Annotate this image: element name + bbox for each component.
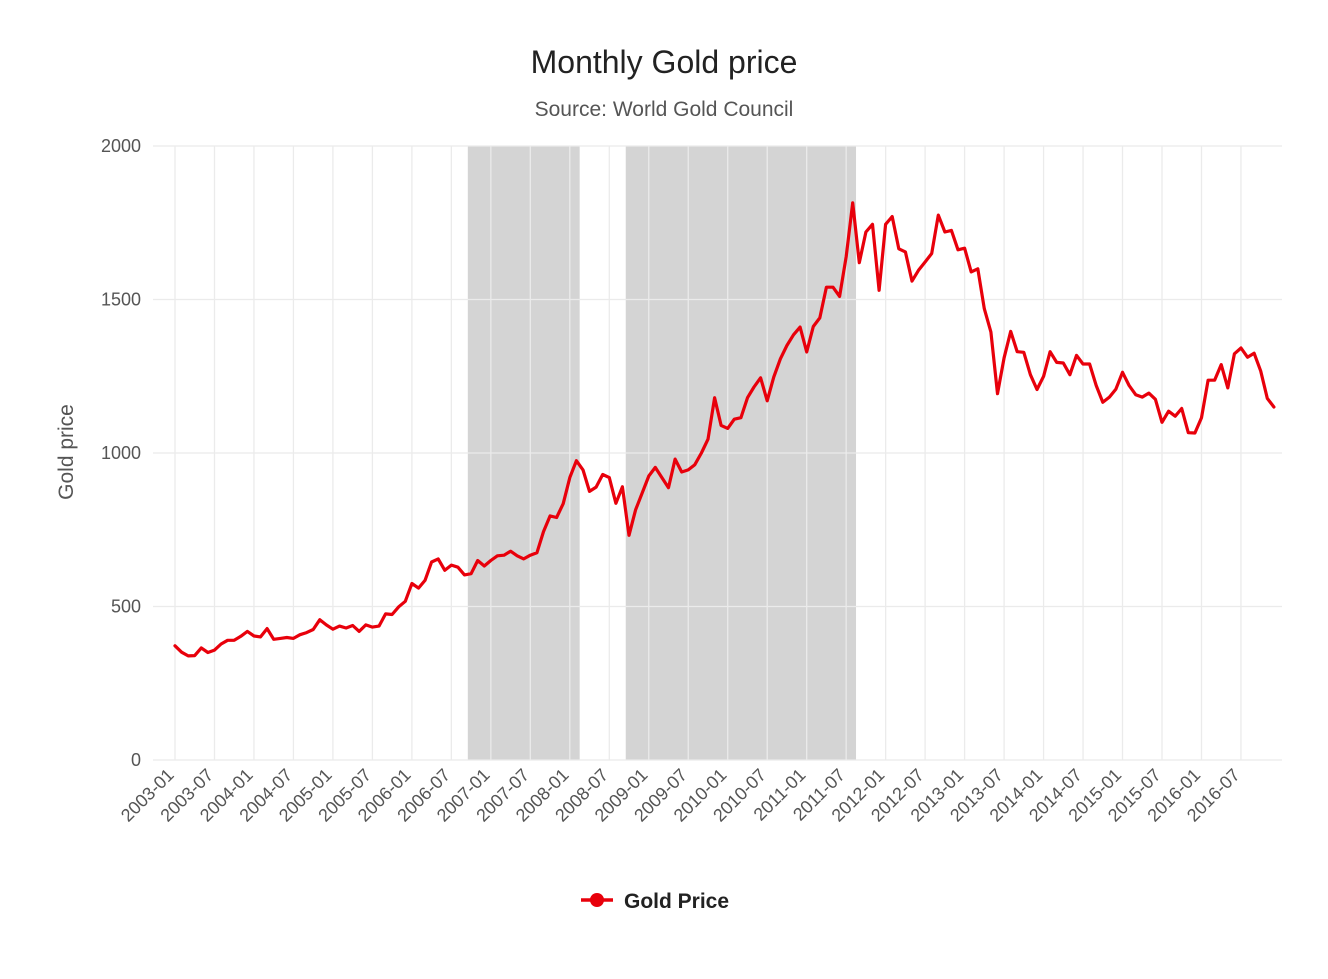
chart-title: Monthly Gold price (531, 44, 798, 80)
y-tick-label: 2000 (101, 136, 141, 156)
series-layer (173, 201, 1276, 658)
y-tick-label: 500 (111, 597, 141, 617)
legend-label-gold-price: Gold Price (624, 890, 729, 913)
y-tick-label: 1500 (101, 290, 141, 310)
y-tick-label: 1000 (101, 443, 141, 463)
chart-subtitle: Source: World Gold Council (535, 98, 794, 121)
y-axis-ticks: 0 500 1000 1500 2000 (101, 136, 141, 770)
x-axis-ticks: 2003-012003-072004-012004-072005-012005-… (117, 765, 1244, 826)
legend: Gold Price (581, 890, 729, 913)
y-axis-label: Gold price (55, 404, 78, 500)
series-line-gold-price (173, 201, 1276, 658)
y-tick-label: 0 (131, 750, 141, 770)
grid-lines (153, 145, 1282, 761)
legend-point-swatch (590, 893, 604, 907)
